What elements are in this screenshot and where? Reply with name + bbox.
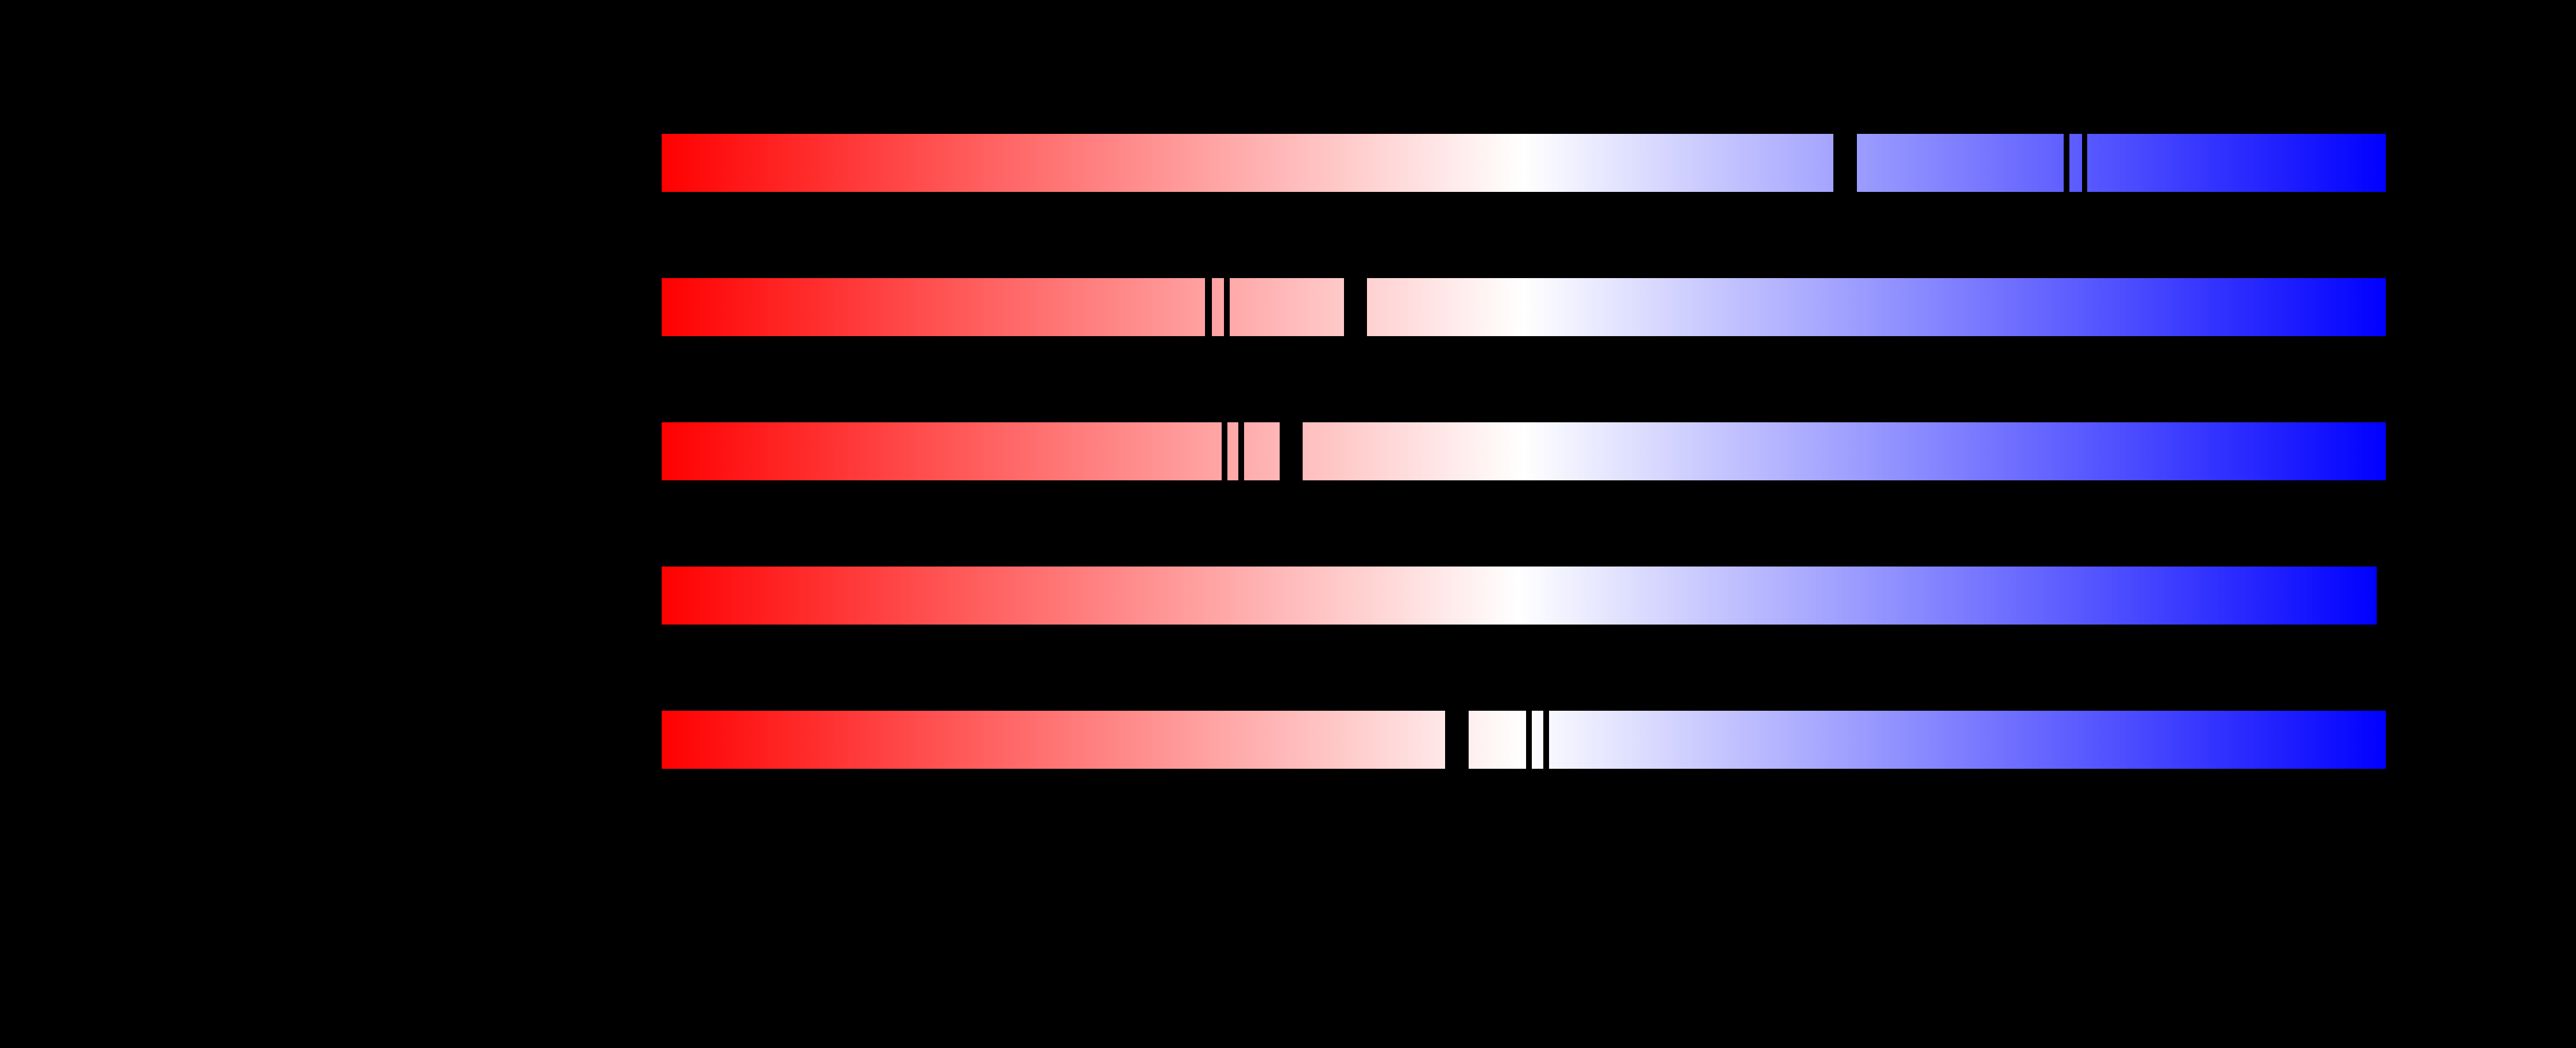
marker-line-thin [1205, 278, 1212, 336]
marker-line-thick [1344, 278, 1367, 336]
marker-line-thin [1543, 711, 1549, 769]
gradient-bar-row-1 [662, 134, 2386, 192]
marker-line-thin [1238, 422, 1244, 480]
marker-line-thin [2082, 134, 2087, 192]
marker-line-thin [1222, 422, 1227, 480]
gradient-bar-row-5 [662, 711, 2386, 769]
gradient-bar-row-3 [662, 422, 2386, 480]
marker-line-thick [1445, 711, 1469, 769]
marker-line-thick [1280, 422, 1303, 480]
gradient-bar-row-4 [662, 567, 2377, 625]
gradient-bar-row-2 [662, 278, 2386, 336]
marker-line-thin [1526, 711, 1532, 769]
marker-line-thin [2064, 134, 2069, 192]
marker-line-thin [1224, 278, 1230, 336]
marker-line-thick [1833, 134, 1857, 192]
